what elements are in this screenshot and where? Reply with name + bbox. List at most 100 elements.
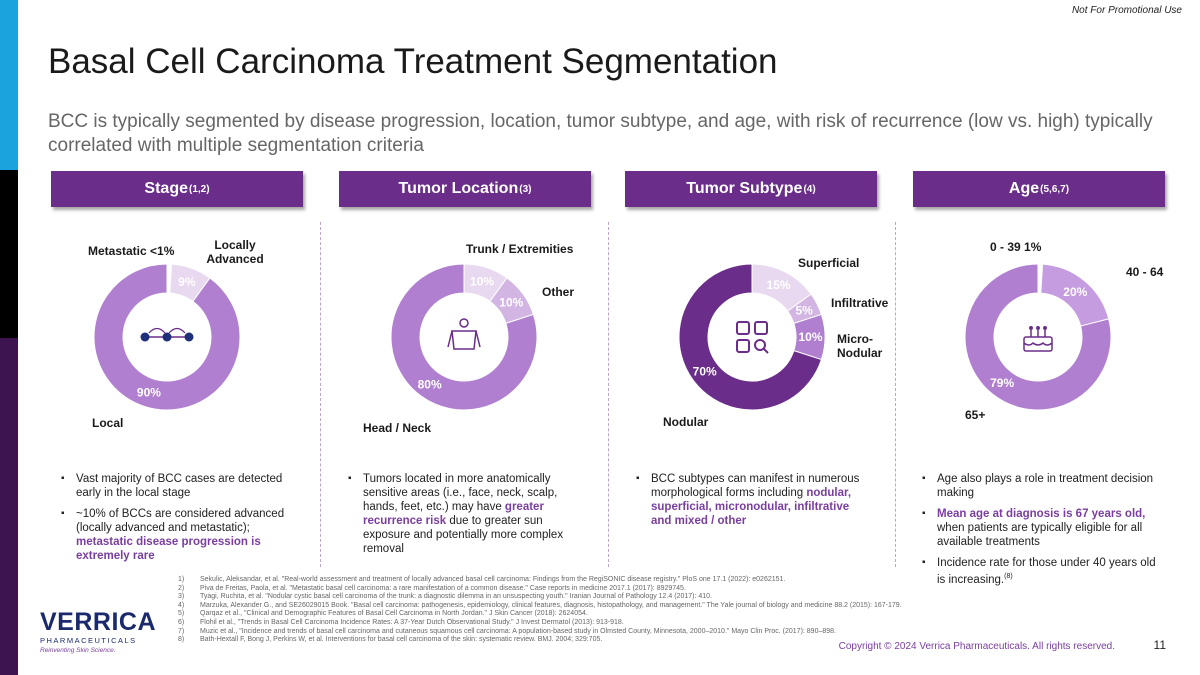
stage-bullets: Vast majority of BCC cases are detected … xyxy=(61,472,291,570)
reference-item: 1) Sekulic, Aleksandar, et al. "Real-worl… xyxy=(178,576,902,585)
header-stage-ref: (1,2) xyxy=(189,183,210,195)
location-donut-chart: 10% 10% 80% xyxy=(390,263,538,411)
label-age-0-39-text: 0 - 39 xyxy=(990,240,1021,254)
search-grid-icon xyxy=(736,321,769,354)
column-divider xyxy=(608,222,609,567)
label-infiltrative: Infiltrative xyxy=(831,296,889,310)
reference-item: 8) Bath-Hextall F, Bong J, Perkins W, et … xyxy=(178,636,902,645)
reference-text: Tyagi, Ruchita, et al. "Nodular cystic b… xyxy=(200,593,712,601)
header-age-ref: (5,6,7) xyxy=(1040,183,1070,195)
bullet-highlight: greater recurrence risk xyxy=(363,501,544,527)
bullet-text: when patients are typically eligible for… xyxy=(937,522,1143,548)
bullet-text: due to greater sun exposure and potentia… xyxy=(363,515,564,555)
sidebar-accent-black xyxy=(0,170,18,338)
donut-slice-nodular xyxy=(678,263,823,411)
slice-value-label: 5% xyxy=(795,303,813,317)
header-tumor-location: Tumor Location (3) xyxy=(339,171,591,207)
page-subtitle: BCC is typically segmented by disease pr… xyxy=(48,111,1153,156)
header-tumor-subtype: Tumor Subtype (4) xyxy=(625,171,877,207)
bullet-text: ~10% of BCCs are considered advanced (lo… xyxy=(76,508,285,534)
bullet-text: Tumors located in more anatomically sens… xyxy=(363,473,558,513)
page-title: Basal Cell Carcinoma Treatment Segmentat… xyxy=(48,42,778,81)
label-metastatic-text: Metastatic xyxy=(88,244,147,258)
bullet-item: BCC subtypes can manifest in numerous mo… xyxy=(636,472,866,528)
bullet-item: Mean age at diagnosis is 67 years old, w… xyxy=(922,507,1162,549)
reference-number: 7) xyxy=(178,627,185,635)
donut-slice-local xyxy=(93,263,241,411)
donut-slice-65- xyxy=(964,263,1112,411)
reference-item: 7) Muzic et al., "Incidence and trends of… xyxy=(178,628,902,637)
label-nodular: Nodular xyxy=(663,415,709,429)
bullet-ref: (8) xyxy=(1004,573,1013,580)
label-age-0-39: 0 - 39 1% xyxy=(990,240,1041,254)
slice-value-label: 9% xyxy=(178,275,196,289)
stage-donut-chart: 9% 90% xyxy=(93,263,241,411)
reference-number: 6) xyxy=(178,618,185,626)
header-location-ref: (3) xyxy=(519,183,532,195)
header-age-label: Age xyxy=(1008,180,1040,197)
sidebar-accent-purple xyxy=(0,338,18,675)
reference-number: 8) xyxy=(178,636,185,644)
header-age: Age (5,6,7) xyxy=(913,171,1165,207)
verrica-logo: VERRICA PHARMACEUTICALS Reinventing Skin… xyxy=(40,608,157,655)
reference-item: 5) Qarqaz et al., "Clinical and Demograph… xyxy=(178,610,902,619)
logo-tagline: Reinventing Skin Science. xyxy=(40,647,116,654)
reference-text: Piva de Freitas, Paola, et al. "Metastat… xyxy=(200,584,686,592)
slice-value-label: 10% xyxy=(470,274,494,288)
reference-number: 5) xyxy=(178,610,185,618)
slice-value-label: 10% xyxy=(499,296,523,310)
reference-number: 2) xyxy=(178,584,185,592)
column-divider xyxy=(320,222,321,567)
reference-text: Marzuka, Alexander G., and SE26029015 Bo… xyxy=(200,601,902,609)
header-stage: Stage (1,2) xyxy=(51,171,303,207)
subtype-bullets: BCC subtypes can manifest in numerous mo… xyxy=(636,472,866,535)
bullet-highlight: nodular, superficial, micronodular, infi… xyxy=(651,487,852,527)
bullet-item: ~10% of BCCs are considered advanced (lo… xyxy=(61,507,291,563)
reference-text: Sekulic, Aleksandar, et al. "Real-world … xyxy=(200,576,786,583)
slice-value-label: 80% xyxy=(418,377,442,391)
torso-icon xyxy=(447,318,481,350)
sidebar-accent-blue xyxy=(0,0,18,170)
header-location-label: Tumor Location xyxy=(398,180,519,197)
slice-value-label: 10% xyxy=(798,330,822,344)
reference-text: Qarqaz et al., "Clinical and Demographic… xyxy=(200,610,588,618)
header-stage-label: Stage xyxy=(144,180,188,197)
label-local: Local xyxy=(92,416,124,430)
reference-text: Flohil et al., "Trends in Basal Cell Car… xyxy=(200,618,624,626)
reference-number: 1) xyxy=(178,576,185,583)
label-metastatic: Metastatic <1% xyxy=(88,244,174,258)
bullet-item: Vast majority of BCC cases are detected … xyxy=(61,472,291,500)
label-micro-nodular: Micro- Nodular xyxy=(837,332,883,360)
label-trunk-extremities: Trunk / Extremities xyxy=(466,242,574,256)
header-subtype-ref: (4) xyxy=(803,183,816,195)
logo-subtext: PHARMACEUTICALS xyxy=(40,636,137,645)
logo-wordmark: VERRICA xyxy=(40,608,157,636)
reference-item: 4) Marzuka, Alexander G., and SE26029015 … xyxy=(178,602,902,611)
column-divider xyxy=(895,222,896,567)
label-locally-advanced: Locally Advanced xyxy=(206,238,264,266)
age-bullets: Age also plays a role in treatment decis… xyxy=(922,472,1162,594)
label-other: Other xyxy=(542,285,575,299)
reference-text: Muzic et al., "Incidence and trends of b… xyxy=(200,627,836,635)
progression-dots-icon xyxy=(140,327,194,342)
label-head-neck: Head / Neck xyxy=(363,421,432,435)
slice-value-label: 90% xyxy=(137,386,161,400)
slice-value-label: 20% xyxy=(1063,285,1087,299)
label-metastatic-pct: <1% xyxy=(150,244,175,258)
subtype-donut-chart: 15% 5% 10% 70% xyxy=(678,263,826,411)
label-age-40-64: 40 - 64 xyxy=(1126,265,1164,279)
label-age-0-39-pct: 1% xyxy=(1024,240,1042,254)
reference-number: 3) xyxy=(178,593,185,601)
reference-item: 2) Piva de Freitas, Paola, et al. "Metast… xyxy=(178,585,902,594)
label-superficial: Superficial xyxy=(798,256,860,270)
references-list: 1) Sekulic, Aleksandar, et al. "Real-worl… xyxy=(178,576,902,645)
bullet-highlight: metastatic disease progression is extrem… xyxy=(76,536,261,562)
donut-slice-head-neck xyxy=(390,263,538,411)
bullet-text: Incidence rate for those under 40 years … xyxy=(937,557,1156,586)
location-bullets: Tumors located in more anatomically sens… xyxy=(348,472,588,563)
bullet-item: Tumors located in more anatomically sens… xyxy=(348,472,588,556)
reference-number: 4) xyxy=(178,601,185,609)
birthday-cake-icon xyxy=(1023,326,1053,352)
page-number: 11 xyxy=(1153,638,1166,652)
slice-value-label: 79% xyxy=(990,376,1014,390)
